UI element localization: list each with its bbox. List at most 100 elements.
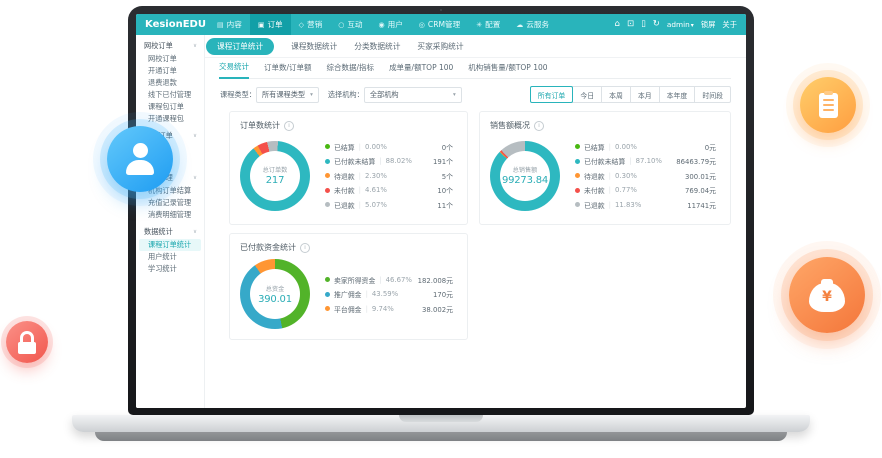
sidebar-item-消费明细管理[interactable]: 消费明细管理: [148, 210, 192, 219]
sidebar-item-开通订单[interactable]: 开通订单: [148, 66, 177, 75]
legend-row: 已结算 | 0.00% 0个: [325, 142, 457, 152]
navbar-item-内容[interactable]: ▤ 内容: [209, 14, 250, 35]
sidebar-item-学习统计[interactable]: 学习统计: [148, 264, 177, 273]
sidebar-section-网校订单[interactable]: 网校订单 ∨: [136, 39, 204, 53]
org-select[interactable]: 全部机构 ▾: [363, 86, 462, 103]
panel-tab-机构销售量/额TOP 100[interactable]: 机构销售量/额TOP 100: [468, 63, 548, 72]
clipboard-line: [822, 104, 834, 106]
legend-separator: |: [358, 171, 361, 180]
info-icon[interactable]: i: [534, 120, 544, 131]
lock-float-icon: [6, 321, 48, 363]
panel-tabs: 交易统计 订单数/订单额 综合数据/指标 成单量/额TOP 100 机构销售量/额TOP…: [219, 58, 731, 79]
about-link[interactable]: 关于: [722, 19, 737, 29]
legend-percent: 46.67%: [385, 275, 412, 284]
sidebar-item-线下已付管理[interactable]: 线下已付管理: [148, 90, 192, 99]
legend-label: 已付款未结算: [334, 158, 376, 166]
navbar-item-label: 营销: [307, 20, 323, 29]
course-type-select[interactable]: 所有课程类型 ▾: [255, 86, 319, 103]
legend-value: 11个: [437, 201, 453, 210]
legend-dot-icon: [325, 158, 330, 164]
chevron-down-icon: ∨: [192, 43, 197, 49]
sidebar-item-机构订单结算[interactable]: 机构订单结算: [148, 186, 192, 195]
subnav-tab-课程订单统计[interactable]: 课程订单统计: [206, 37, 275, 55]
legend-value: 0个: [441, 143, 453, 152]
legend-row: 已退款 | 11.83% 11741元: [575, 200, 720, 210]
legend-separator: |: [365, 290, 368, 298]
legend-separator: |: [608, 186, 611, 194]
subnav-tab-分类数据统计[interactable]: 分类数据统计: [354, 41, 401, 51]
chevron-down-icon: ∨: [192, 133, 197, 139]
yen-icon: ¥: [822, 289, 832, 305]
legend-label: 推广佣金: [334, 291, 362, 299]
info-icon[interactable]: i: [284, 120, 294, 131]
orders-count-card: 订单数统计 i 总订单数 217 已结算 | 0.00%: [229, 111, 468, 225]
marketing-icon: ◇: [298, 20, 305, 29]
subnav-tab-买家采购统计[interactable]: 买家采购统计: [417, 41, 464, 51]
sidebar-item-网校订单[interactable]: 网校订单: [148, 54, 177, 63]
content: 交易统计 订单数/订单额 综合数据/指标 成单量/额TOP 100 机构销售量/额TOP…: [205, 58, 746, 408]
filter-label: 选择机构：: [327, 89, 364, 99]
sidebar-item-课程订单统计[interactable]: 课程订单统计: [139, 239, 201, 251]
sidebar-item-退费退款[interactable]: 退费退款: [148, 78, 177, 87]
range-button-今日[interactable]: 今日: [572, 86, 603, 103]
moneybag-icon: ¥: [809, 282, 845, 312]
card-title: 已付款资金统计: [240, 243, 296, 252]
panel-tab-订单数/订单额[interactable]: 订单数/订单额: [264, 63, 312, 72]
legend-separator: |: [608, 200, 611, 209]
phone-icon[interactable]: ▯: [641, 19, 646, 30]
navbar-item-互动[interactable]: ○ 互动: [330, 14, 370, 35]
navbar-menu: ▤ 内容 ▣ 订单 ◇ 营销 ○ 互动 ◉ 用户 ◎ CRM管理 ✳ 配置 ☁ 云服务: [209, 14, 557, 35]
sidebar-section-label: 网校订单: [144, 41, 173, 50]
legend-label: 已付款未结算: [584, 158, 626, 166]
legend-separator: |: [365, 304, 368, 313]
donut-hole: 总销售额 99273.84: [500, 150, 550, 201]
crm-icon: ◎: [418, 20, 425, 29]
legend-percent: 43.59%: [371, 290, 399, 298]
navbar-item-CRM管理[interactable]: ◎ CRM管理: [411, 14, 468, 35]
donut-chart: 总订单数 217: [240, 140, 310, 211]
user-menu[interactable]: admin▾: [667, 20, 694, 29]
legend-label: 已退款: [334, 201, 355, 210]
legend-label: 已退款: [584, 201, 605, 210]
clipboard-float-icon: [800, 77, 856, 133]
info-icon[interactable]: i: [300, 242, 310, 253]
navbar-item-用户[interactable]: ◉ 用户: [371, 14, 411, 35]
legend: 卖家所得资金 | 46.67% 182.008元 推广佣金 | 43.59% 170元 平台佣金…: [325, 270, 457, 318]
legend-separator: |: [358, 186, 361, 194]
panel-tab-交易统计[interactable]: 交易统计: [219, 61, 249, 79]
monitor-icon[interactable]: ⊡: [626, 19, 635, 30]
range-button-时间段[interactable]: 时间段: [694, 86, 731, 103]
donut-center-label: 总销售额: [512, 167, 538, 174]
range-button-本月[interactable]: 本月: [629, 86, 660, 103]
chevron-down-icon: ▾: [453, 91, 456, 98]
navbar-item-配置[interactable]: ✳ 配置: [468, 14, 508, 35]
range-button-本周[interactable]: 本周: [601, 86, 631, 103]
sidebar-section-数据统计[interactable]: 数据统计 ∨: [136, 225, 204, 239]
navbar-item-营销[interactable]: ◇ 营销: [291, 14, 331, 35]
sidebar-item-充值记录管理[interactable]: 充值记录管理: [148, 198, 192, 207]
panel-tab-成单量/额TOP 100[interactable]: 成单量/额TOP 100: [389, 63, 454, 72]
refresh-icon[interactable]: ↻: [652, 19, 660, 30]
sidebar-item-课程包订单[interactable]: 课程包订单: [148, 102, 184, 111]
legend-percent: 9.74%: [371, 304, 394, 313]
sidebar-item-用户统计[interactable]: 用户统计: [148, 252, 177, 261]
panel-tab-综合数据/指标[interactable]: 综合数据/指标: [326, 63, 375, 72]
sidebar-item-开通课程包[interactable]: 开通课程包: [148, 114, 184, 123]
legend-separator: |: [608, 142, 611, 151]
legend-row: 已结算 | 0.00% 0元: [575, 142, 720, 152]
course-type-filter: 课程类型： 所有课程类型 ▾: [220, 86, 319, 103]
legend-value: 300.01元: [684, 172, 716, 181]
donut-hole: 总订单数 217: [250, 150, 300, 201]
legend-row: 待退款 | 0.30% 300.01元: [575, 171, 720, 181]
person-icon: [126, 160, 154, 175]
subnav-tab-课程数据统计[interactable]: 课程数据统计: [291, 41, 338, 51]
lockscreen-link[interactable]: 锁屏: [700, 19, 716, 29]
navbar-item-云服务[interactable]: ☁ 云服务: [508, 14, 557, 35]
range-button-所有订单[interactable]: 所有订单: [529, 86, 574, 103]
paid-funds-card: 已付款资金统计 i 总资金 390.01 卖家所得资: [229, 233, 468, 340]
legend: 已结算 | 0.00% 0元 已付款未结算 | 87.10% 86463.79元 待退款 | 0.3…: [575, 137, 720, 214]
home-icon[interactable]: ⌂: [614, 19, 620, 30]
navbar-item-订单[interactable]: ▣ 订单: [249, 14, 291, 35]
range-button-本年度[interactable]: 本年度: [658, 86, 696, 103]
legend-row: 未付款 | 0.77% 769.04元: [575, 185, 720, 195]
